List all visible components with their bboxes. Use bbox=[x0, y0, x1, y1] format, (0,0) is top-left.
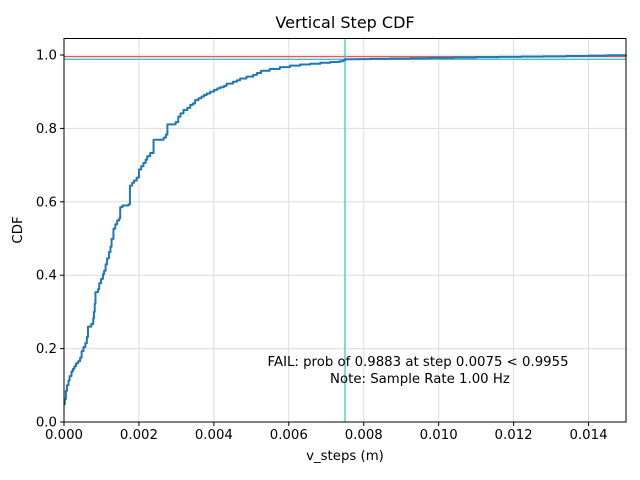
axis-ticks bbox=[60, 54, 590, 426]
y-tick-label: 1.0 bbox=[36, 49, 57, 64]
cdf-line bbox=[63, 54, 627, 406]
y-tick-label: 0.6 bbox=[36, 195, 57, 210]
y-axis-label: CDF bbox=[11, 216, 26, 243]
chart-title: Vertical Step CDF bbox=[275, 13, 414, 32]
y-tick-label: 0.0 bbox=[36, 416, 57, 431]
cdf-step-curve bbox=[63, 54, 627, 406]
x-tick-label: 0.014 bbox=[569, 428, 607, 443]
note-annotation: Note: Sample Rate 1.00 Hz bbox=[330, 372, 510, 387]
x-axis-label: v_steps (m) bbox=[306, 449, 384, 464]
x-tick-label: 0.002 bbox=[120, 428, 158, 443]
plot-frame bbox=[63, 37, 627, 423]
y-tick-label: 0.4 bbox=[36, 269, 57, 284]
x-tick-label: 0.012 bbox=[495, 428, 533, 443]
y-tick-label: 0.8 bbox=[36, 122, 57, 137]
x-tick-label: 0.004 bbox=[195, 428, 233, 443]
fail-annotation: FAIL: prob of 0.9883 at step 0.0075 < 0.… bbox=[268, 355, 569, 370]
x-tick-label: 0.010 bbox=[420, 428, 458, 443]
y-tick-label: 0.2 bbox=[36, 342, 57, 357]
x-tick-label: 0.006 bbox=[270, 428, 308, 443]
x-tick-label: 0.008 bbox=[345, 428, 383, 443]
x-tick-label: 0.000 bbox=[45, 428, 83, 443]
tick-labels: 0.000 0.002 0.004 0.006 0.008 0.010 0.012 0.014… bbox=[36, 49, 608, 444]
